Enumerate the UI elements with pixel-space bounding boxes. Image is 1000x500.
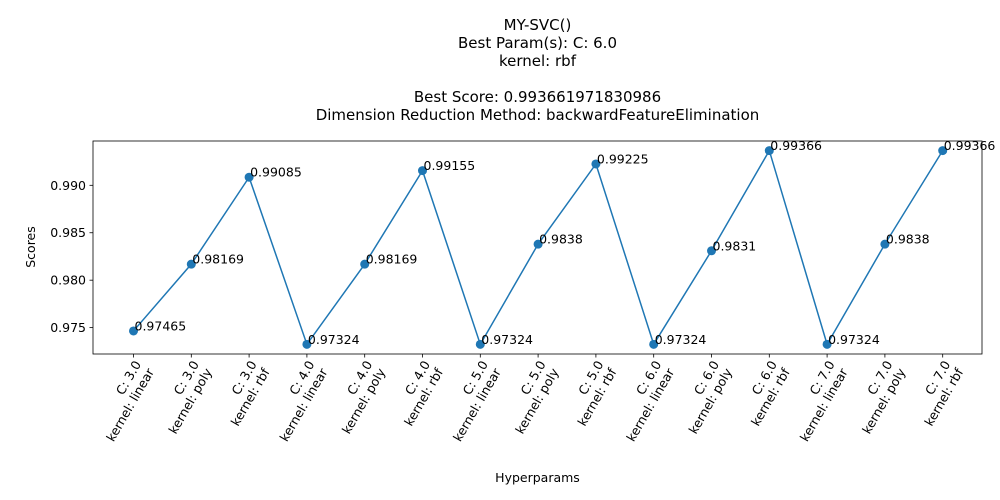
data-point (475, 339, 485, 349)
x-tick-label: C: 5.0kernel: linear (437, 357, 504, 444)
x-tick-label: C: 3.0kernel: poly (152, 357, 215, 436)
data-label: 0.99366 (944, 138, 996, 153)
data-point (418, 166, 427, 176)
data-point (880, 239, 890, 249)
data-label: 0.99366 (770, 138, 822, 153)
data-point (764, 146, 774, 156)
data-label: 0.9838 (886, 232, 930, 247)
x-tick-label: C: 6.0kernel: linear (610, 357, 677, 444)
data-point (591, 159, 601, 169)
x-tick-label: C: 7.0kernel: poly (846, 357, 909, 436)
data-label: 0.97324 (481, 332, 533, 347)
y-tick-label: 0.980 (50, 273, 86, 288)
y-axis-label: Scores (23, 226, 38, 268)
x-tick-label: C: 3.0kernel: linear (90, 357, 157, 444)
data-label: 0.9838 (539, 232, 583, 247)
data-label: 0.97324 (655, 332, 707, 347)
plot-border (92, 140, 983, 355)
x-tick-label: C: 5.0kernel: rbf (561, 357, 619, 428)
y-axis: 0.975 0.980 0.985 0.990 (50, 178, 93, 335)
y-tick-label: 0.990 (50, 178, 86, 193)
data-point (244, 172, 254, 182)
title-line: Best Score: 0.993661971830986 (414, 88, 661, 106)
y-tick-label: 0.985 (50, 225, 86, 240)
data-label: 0.99085 (250, 165, 302, 180)
x-tick-label: C: 3.0kernel: rbf (215, 357, 273, 428)
x-tick-label: C: 4.0kernel: rbf (388, 357, 446, 428)
x-axis-label: Hyperparams (495, 470, 580, 485)
data-point (533, 239, 543, 249)
title-line: Best Param(s): C: 6.0 (458, 34, 617, 52)
data-label: 0.98169 (192, 252, 244, 267)
data-label: 0.98169 (366, 252, 418, 267)
title-line: MY-SVC() (504, 16, 572, 34)
data-label: 0.99155 (424, 158, 476, 173)
x-tick-label: C: 7.0kernel: rbf (908, 357, 966, 428)
x-tick-label: C: 5.0kernel: poly (499, 357, 562, 436)
data-label: 0.97465 (135, 318, 187, 333)
data-point (302, 339, 312, 349)
chart-title: MY-SVC()Best Param(s): C: 6.0kernel: rbf… (316, 16, 760, 124)
data-point (938, 146, 948, 156)
title-line: Dimension Reduction Method: backwardFeat… (316, 106, 760, 124)
data-point (186, 259, 196, 269)
data-point (360, 259, 370, 269)
data-label: 0.9831 (713, 238, 757, 253)
x-tick-label: C: 7.0kernel: linear (784, 357, 851, 444)
data-point (822, 339, 832, 349)
data-point (707, 246, 716, 256)
title-line: kernel: rbf (499, 52, 577, 70)
data-point (129, 326, 138, 336)
plot-area (92, 140, 983, 355)
data-labels: 0.97465 0.98169 0.99085 0.97324 0.98169 0.991… (135, 138, 996, 347)
y-tick-label: 0.975 (50, 320, 86, 335)
x-axis: C: 3.0kernel: linear C: 3.0kernel: poly C:… (90, 354, 967, 444)
x-tick-label: C: 6.0kernel: rbf (735, 357, 793, 428)
x-tick-label: C: 6.0kernel: poly (673, 357, 736, 436)
data-label: 0.97324 (308, 332, 360, 347)
x-tick-label: C: 4.0kernel: poly (326, 357, 389, 436)
x-tick-label: C: 4.0kernel: linear (263, 357, 330, 444)
data-point (649, 339, 659, 349)
series-scores (129, 146, 948, 349)
data-label: 0.97324 (828, 332, 880, 347)
data-label: 0.99225 (597, 151, 649, 166)
